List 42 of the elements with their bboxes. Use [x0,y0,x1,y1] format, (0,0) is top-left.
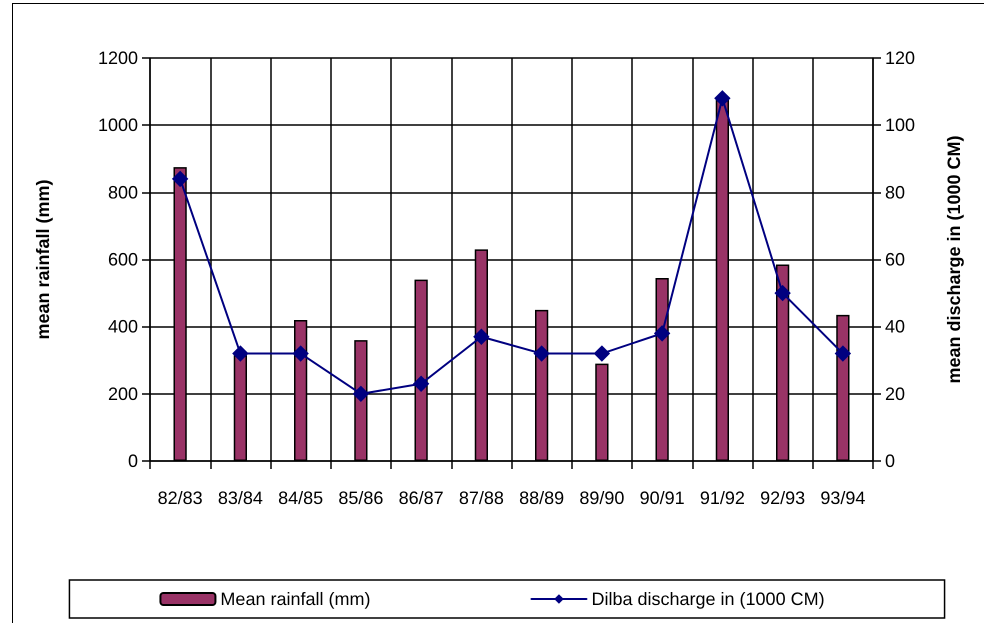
point [714,90,730,106]
y2-tick-label: 120 [885,48,916,68]
y2-tick-label: 0 [885,451,896,471]
y2-tick-label: 60 [885,250,906,270]
legend-label: Dilba discharge in (1000 CM) [591,589,825,609]
point [232,346,248,362]
point [594,346,610,362]
x-tick-label: 91/92 [700,488,745,508]
y2-tick-label: 20 [885,384,906,404]
y-tick-label: 600 [108,250,138,270]
y-tick-label: 200 [108,384,138,404]
point [352,386,369,402]
point [172,170,188,187]
x-tick-label: 82/83 [158,488,203,508]
y-tick-label: 1000 [98,115,138,136]
point [413,376,430,392]
x-tick-label: 90/91 [640,488,685,508]
x-tick-label: 89/90 [579,488,624,508]
x-tick-label: 84/85 [278,488,324,508]
y2-tick-label: 80 [885,182,906,202]
y-axis-title: mean rainfall (mm) [33,179,53,340]
x-tick-label: 92/93 [760,488,806,508]
y2-tick-label: 100 [885,115,916,136]
x-tick-label: 87/88 [458,488,504,508]
point [834,346,851,362]
point [774,285,791,302]
legend-label: Mean rainfall (mm) [220,589,370,609]
y2-axis-title: mean discharge in (1000 CM) [944,135,964,384]
point [654,325,670,342]
point [292,346,309,362]
x-tick-label: 88/89 [519,488,564,508]
y-tick-label: 0 [128,451,138,471]
x-tick-label: 85/86 [338,488,384,508]
y-tick-label: 1200 [98,48,138,68]
point [473,328,490,345]
x-tick-label: 83/84 [218,488,263,508]
y-tick-label: 800 [108,182,138,202]
y2-tick-label: 40 [885,316,906,337]
x-tick-label: 86/87 [398,488,444,508]
y-tick-label: 400 [108,316,138,337]
point [534,346,550,362]
x-tick-label: 93/94 [820,488,866,508]
